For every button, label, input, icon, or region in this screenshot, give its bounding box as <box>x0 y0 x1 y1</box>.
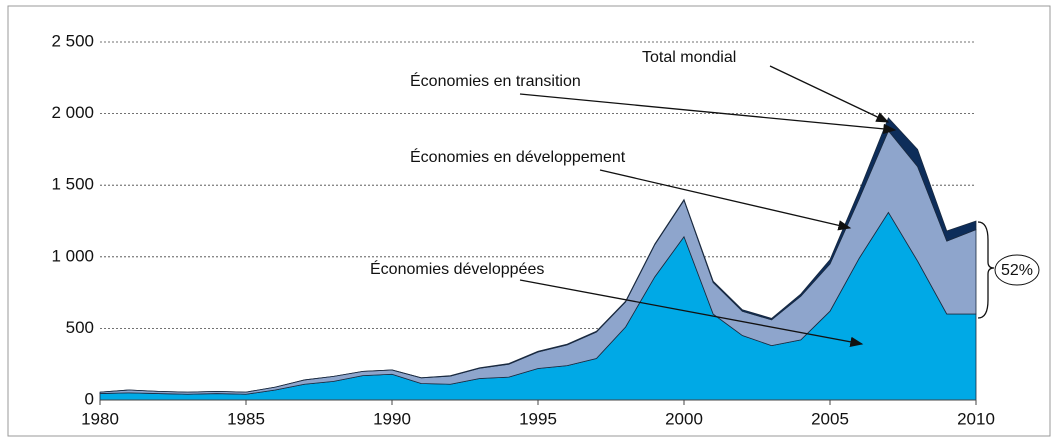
arrow <box>769 65 890 123</box>
y-tick-label: 1 500 <box>51 175 94 194</box>
annotation: Total mondial <box>642 49 736 66</box>
x-tick-label: 1980 <box>81 409 119 428</box>
frame <box>7 5 1051 437</box>
y-tick-label: 500 <box>66 318 94 337</box>
x-tick-label: 1985 <box>227 409 265 428</box>
y-tick-label: 1 000 <box>51 246 94 265</box>
share-label: 52% <box>1001 262 1033 279</box>
arrow <box>519 279 864 347</box>
y-tick-label: 0 <box>85 389 94 408</box>
arrow <box>599 169 852 231</box>
plot: 0 500 1 000 1 500 2 000 2 500 1980 1985 1990 1995… <box>51 31 994 428</box>
y-tick-label: 2 500 <box>51 31 94 50</box>
x-tick-label: 1995 <box>519 409 557 428</box>
x-tick-label: 2005 <box>811 409 849 428</box>
arrow <box>519 93 897 135</box>
callout <box>994 254 1040 286</box>
y-tick-label: 2 000 <box>51 103 94 122</box>
bracket <box>977 221 995 319</box>
annotation: Économies en développement <box>410 147 626 166</box>
area <box>99 117 977 393</box>
x-tick-label: 1990 <box>373 409 411 428</box>
annotation: Économies en transition <box>410 71 581 90</box>
annotation: Économies développées <box>370 259 544 278</box>
x-tick-label: 2000 <box>665 409 703 428</box>
x-tick-label: 2010 <box>957 409 995 428</box>
